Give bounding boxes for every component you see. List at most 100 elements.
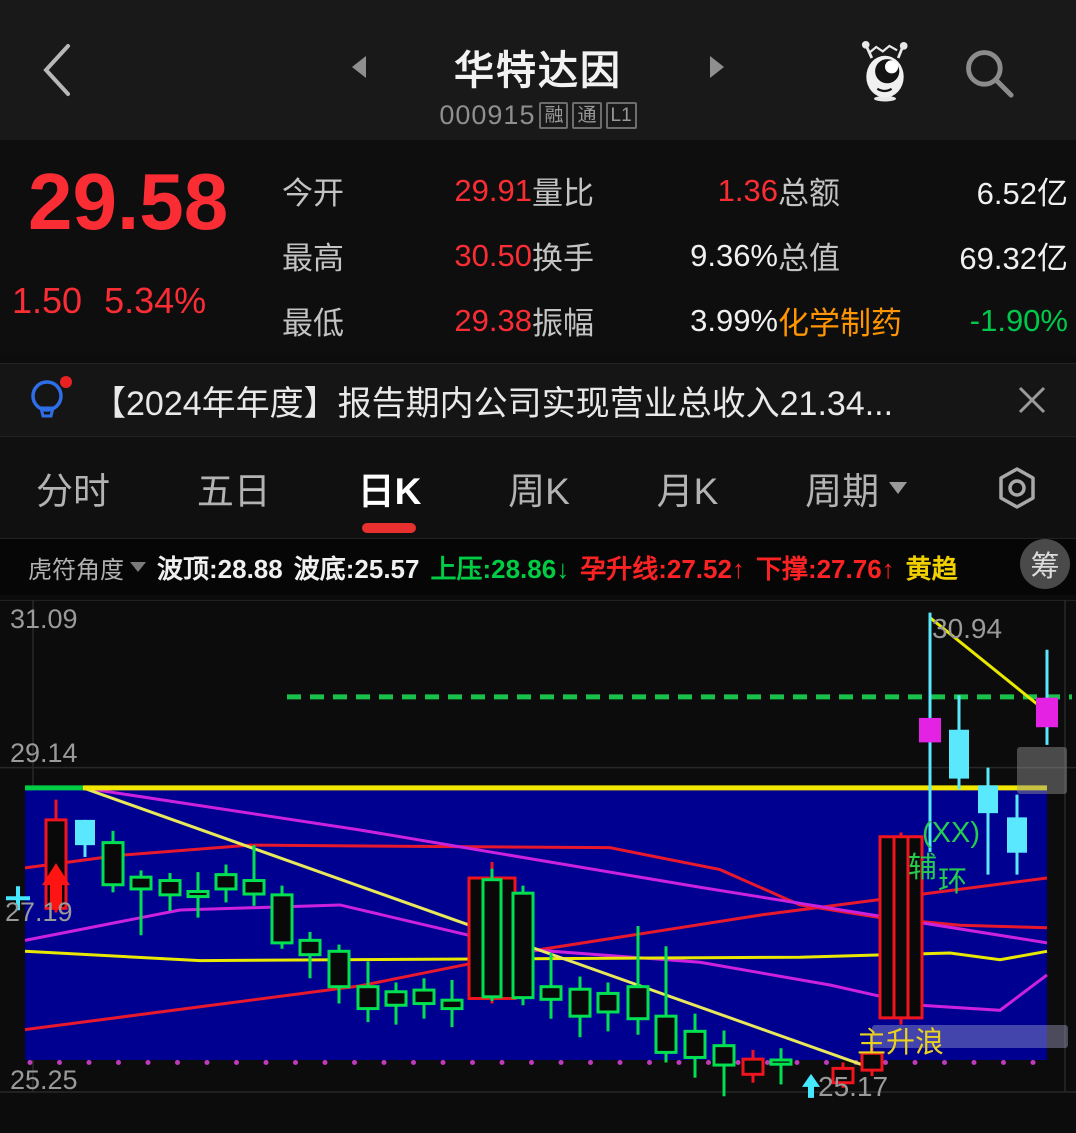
y-axis-label: 31.09 — [10, 604, 78, 634]
tab-weekly-k[interactable]: 周K — [508, 470, 570, 512]
candle-body — [384, 990, 408, 1007]
candle-body — [129, 875, 153, 891]
candle-body — [440, 998, 464, 1011]
stat-value-open: 29.91 — [454, 172, 532, 208]
baseline-dot — [27, 1060, 33, 1066]
signal-square — [1036, 697, 1058, 728]
prev-stock-icon[interactable] — [352, 56, 366, 78]
candle-body — [511, 891, 535, 1000]
baseline-dot — [706, 1060, 711, 1066]
candle-body — [214, 873, 238, 891]
baseline-dot — [86, 1060, 92, 1066]
assistant-mascot-icon[interactable] — [852, 36, 918, 102]
stat-value-low: 29.38 — [454, 302, 532, 338]
chip-distribution-button[interactable]: 筹 — [1020, 539, 1070, 589]
tab-monthly-k[interactable]: 月K — [656, 470, 719, 512]
baseline-dot — [912, 1060, 918, 1066]
chevron-down-icon — [130, 562, 146, 572]
baseline-dot — [145, 1060, 151, 1066]
kline-settings-icon[interactable] — [994, 465, 1040, 511]
stat-label: 换手 — [532, 241, 594, 276]
back-icon[interactable] — [36, 40, 78, 100]
last-price: 29.58 — [28, 157, 229, 246]
badge-rong: 融 — [539, 102, 569, 129]
indicator-support: 下撑:27.76↑ — [755, 553, 895, 584]
baseline-dot — [883, 1060, 888, 1066]
tab-minute[interactable]: 分时 — [36, 470, 110, 512]
indicator-panel — [25, 787, 1047, 1060]
candle-body — [626, 985, 650, 1021]
badge-tong: 通 — [572, 102, 602, 129]
baseline-dot — [971, 1060, 977, 1066]
chart-tabs: 分时 五日 日K 周K 月K 周期 — [0, 437, 1076, 539]
baseline-dot — [440, 1060, 446, 1066]
low-point-marker — [802, 1073, 820, 1098]
baseline-dot — [234, 1060, 239, 1066]
quote-stats: 今开 29.91 量比 1.36 总额 6.52亿 最高 30.50 换手 9.… — [282, 158, 1068, 353]
baseline-dot — [942, 1060, 947, 1066]
chart-annotation: 环 — [938, 866, 967, 898]
search-icon[interactable] — [960, 44, 1016, 100]
y-axis-label: 27.19 — [5, 897, 73, 927]
news-banner[interactable]: 【2024年年度】报告期内公司实现营业总收入21.34... — [0, 363, 1076, 437]
baseline-dot — [381, 1060, 387, 1066]
close-banner-icon[interactable] — [1014, 382, 1050, 418]
candle-body — [568, 987, 592, 1018]
tab-period-dropdown[interactable]: 周期 — [805, 437, 908, 538]
sector-link[interactable]: 化学制药 — [778, 306, 902, 341]
baseline-dot — [1001, 1060, 1006, 1066]
baseline-dot — [735, 1060, 741, 1066]
candle-body — [186, 889, 210, 899]
baseline-dot — [411, 1060, 416, 1066]
chart-annotation: 25.17 — [818, 1071, 888, 1102]
candle-body-cyan — [978, 785, 998, 814]
stat-value-volume-ratio: 1.36 — [717, 172, 778, 208]
candle-body — [654, 1014, 678, 1054]
tab-five-day[interactable]: 五日 — [196, 470, 271, 512]
news-banner-text[interactable]: 【2024年年度】报告期内公司实现营业总收入21.34... — [92, 384, 894, 423]
y-axis-label: 25.25 — [10, 1065, 78, 1095]
candle-body — [327, 949, 351, 989]
baseline-dot — [322, 1060, 328, 1066]
candle-body — [481, 878, 503, 999]
indicator-resistance: 上压:28.86↓ — [430, 553, 570, 584]
baseline-dot — [293, 1060, 298, 1066]
stat-label: 量比 — [532, 176, 594, 211]
baseline-dot — [175, 1060, 180, 1066]
baseline-dot — [204, 1060, 210, 1066]
baseline-dot — [765, 1060, 770, 1066]
stat-value-high: 30.50 — [454, 237, 532, 273]
next-stock-icon[interactable] — [710, 56, 724, 78]
stat-label: 总值 — [778, 241, 840, 276]
indicator-selector[interactable]: 虎符角度 — [28, 550, 146, 585]
candle-body-cyan — [75, 819, 95, 846]
stat-label: 今开 — [282, 176, 344, 211]
baseline-dot — [647, 1060, 652, 1066]
chart-annotation: 30.94 — [932, 613, 1002, 644]
ma-red-fast — [24, 843, 1048, 930]
chart-annotation: (XX) — [922, 817, 980, 849]
ma-magenta — [24, 903, 1048, 1012]
tab-daily-k[interactable]: 日K — [358, 437, 421, 538]
active-tab-underline — [362, 523, 417, 533]
indicator-wave-bottom: 波底:25.57 — [293, 553, 420, 584]
candle-body — [242, 879, 266, 896]
candle-body — [158, 879, 182, 897]
header: 华特达因 000915 融 通 L1 — [0, 0, 1076, 140]
stat-label: 最高 — [282, 241, 344, 276]
page-title: 华特达因 — [454, 49, 622, 93]
candle-body — [101, 841, 125, 887]
stock-code: 000915 — [439, 100, 536, 130]
baseline-dot — [558, 1060, 564, 1066]
candle-body — [298, 938, 322, 957]
stat-label: 振幅 — [532, 306, 594, 341]
baseline-dot — [529, 1060, 534, 1066]
chart-annotation: 辅 — [908, 851, 937, 884]
baseline-dot — [824, 1060, 829, 1066]
baseline-dot — [263, 1060, 269, 1066]
candle-body — [683, 1029, 707, 1059]
stat-value-turnover-amount: 6.52亿 — [976, 176, 1068, 211]
candle-body — [270, 893, 294, 945]
